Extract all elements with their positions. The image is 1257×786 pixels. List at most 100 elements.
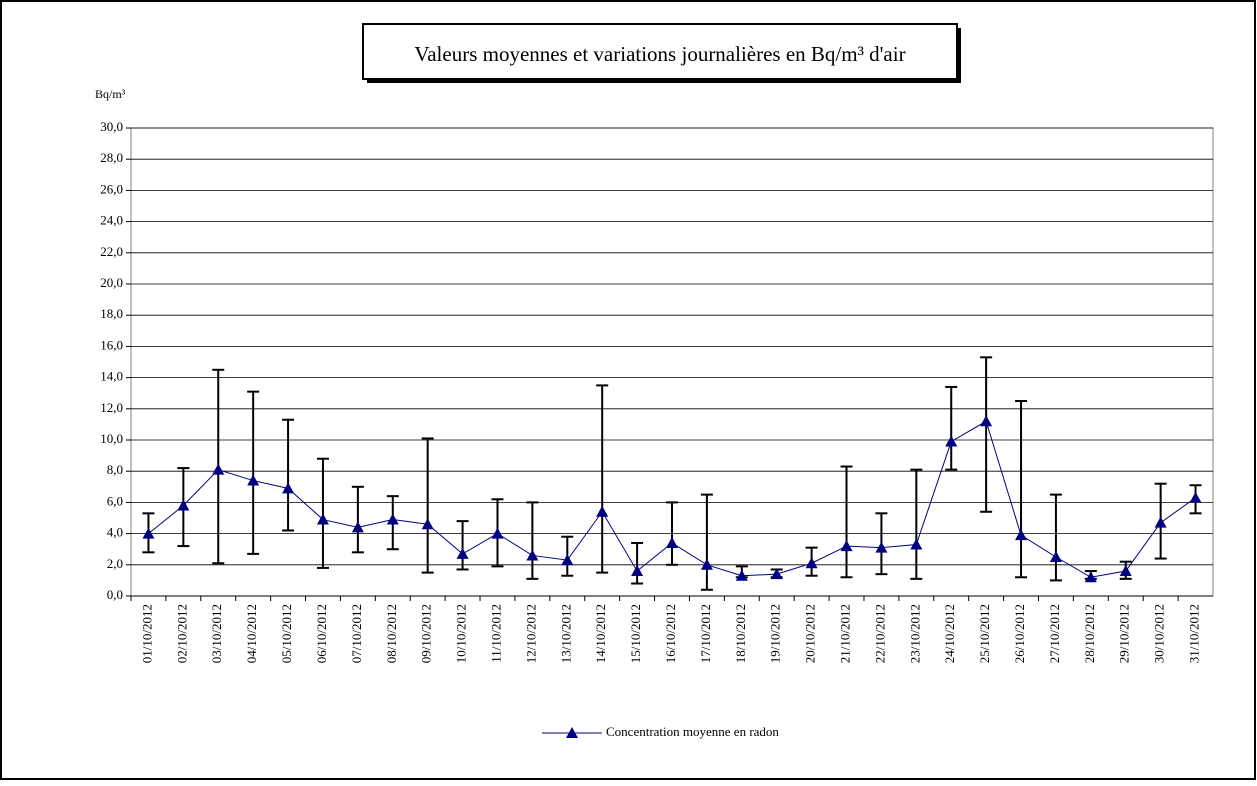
x-tick-label: 01/10/2012	[139, 604, 154, 663]
error-bar	[840, 465, 853, 579]
marker	[700, 558, 713, 570]
marker	[631, 565, 644, 577]
x-tick-label: 10/10/2012	[454, 604, 469, 663]
marker	[1189, 491, 1202, 503]
chart-title: Valeurs moyennes et variations journaliè…	[414, 42, 905, 66]
error-bar	[700, 493, 713, 591]
error-bar	[282, 418, 295, 532]
x-tick-label: 15/10/2012	[628, 604, 643, 663]
x-tick-label: 19/10/2012	[768, 604, 783, 663]
marker	[1084, 571, 1097, 583]
x-tick-label: 22/10/2012	[872, 604, 887, 663]
marker	[980, 415, 993, 427]
y-tick-label: 8,0	[107, 462, 123, 477]
y-tick-label: 24,0	[100, 213, 123, 228]
y-tick-label: 14,0	[100, 369, 123, 384]
error-bar	[1015, 400, 1028, 579]
error-bar	[631, 541, 644, 585]
y-tick-label: 22,0	[100, 244, 123, 259]
x-tick-label: 07/10/2012	[349, 604, 364, 663]
marker	[945, 435, 958, 447]
y-tick-label: 12,0	[100, 400, 123, 415]
x-tick-label: 16/10/2012	[663, 604, 678, 663]
x-tick-label: 12/10/2012	[523, 604, 538, 663]
y-tick-label: 20,0	[100, 275, 123, 290]
x-tick-label: 30/10/2012	[1152, 604, 1167, 663]
y-tick-label: 16,0	[100, 337, 123, 352]
x-tick-label: 03/10/2012	[209, 604, 224, 663]
y-tick-label: 4,0	[107, 525, 123, 540]
x-tick-label: 26/10/2012	[1012, 604, 1027, 663]
y-tick-label: 18,0	[100, 306, 123, 321]
legend-label: Concentration moyenne en radon	[606, 724, 779, 739]
x-tick-label: 21/10/2012	[838, 604, 853, 663]
title-box	[362, 23, 958, 80]
error-bar	[526, 501, 539, 580]
y-tick-label: 6,0	[107, 493, 123, 508]
marker	[526, 549, 539, 561]
marker	[316, 513, 329, 525]
error-bar	[316, 457, 329, 569]
x-tick-label: 04/10/2012	[244, 604, 259, 663]
marker	[386, 513, 399, 525]
x-tick-label: 02/10/2012	[174, 604, 189, 663]
marker	[177, 499, 190, 511]
x-tick-label: 08/10/2012	[384, 604, 399, 663]
y-tick-label: 2,0	[107, 556, 123, 571]
x-tick-label: 31/10/2012	[1187, 604, 1202, 663]
y-tick-label: 28,0	[100, 150, 123, 165]
marker	[596, 505, 609, 517]
marker	[1119, 565, 1132, 577]
marker	[212, 463, 225, 475]
x-tick-label: 13/10/2012	[558, 604, 573, 663]
marker	[247, 474, 260, 486]
x-tick-label: 25/10/2012	[977, 604, 992, 663]
x-tick-label: 06/10/2012	[314, 604, 329, 663]
x-tick-label: 28/10/2012	[1082, 604, 1097, 663]
x-tick-label: 17/10/2012	[698, 604, 713, 663]
x-tick-label: 18/10/2012	[733, 604, 748, 663]
marker	[1015, 529, 1028, 541]
error-bar	[910, 468, 923, 580]
y-tick-label: 30,0	[100, 119, 123, 134]
marker	[142, 527, 155, 539]
x-tick-label: 09/10/2012	[419, 604, 434, 663]
marker	[735, 569, 748, 581]
marker	[456, 547, 469, 559]
marker	[1049, 551, 1062, 562]
error-bar	[1049, 493, 1062, 582]
x-tick-label: 23/10/2012	[907, 604, 922, 663]
error-bar	[945, 385, 958, 471]
x-tick-label: 20/10/2012	[803, 604, 818, 663]
marker	[561, 554, 574, 566]
y-tick-label: 10,0	[100, 431, 123, 446]
marker	[770, 568, 783, 580]
error-bar	[980, 356, 993, 513]
error-bar	[456, 520, 469, 571]
marker	[666, 536, 678, 548]
marker	[840, 540, 853, 552]
legend-marker	[566, 727, 578, 738]
x-tick-label: 05/10/2012	[279, 604, 294, 663]
error-bar	[596, 384, 609, 574]
marker	[282, 482, 295, 494]
x-tick-label: 29/10/2012	[1117, 604, 1132, 663]
x-tick-label: 24/10/2012	[942, 604, 957, 663]
marker	[910, 538, 923, 550]
marker	[421, 518, 434, 530]
error-bar	[247, 390, 260, 555]
marker	[351, 521, 364, 533]
marker	[805, 557, 818, 569]
x-tick-label: 11/10/2012	[488, 604, 503, 663]
marker	[491, 527, 504, 539]
marker	[875, 541, 888, 553]
y-axis-label: Bq/m³	[95, 87, 126, 101]
x-tick-label: 14/10/2012	[593, 604, 608, 663]
y-tick-label: 0,0	[107, 587, 123, 602]
x-tick-label: 27/10/2012	[1047, 604, 1062, 663]
error-bar	[351, 485, 364, 554]
error-bar	[421, 437, 434, 574]
error-bar	[666, 501, 678, 566]
